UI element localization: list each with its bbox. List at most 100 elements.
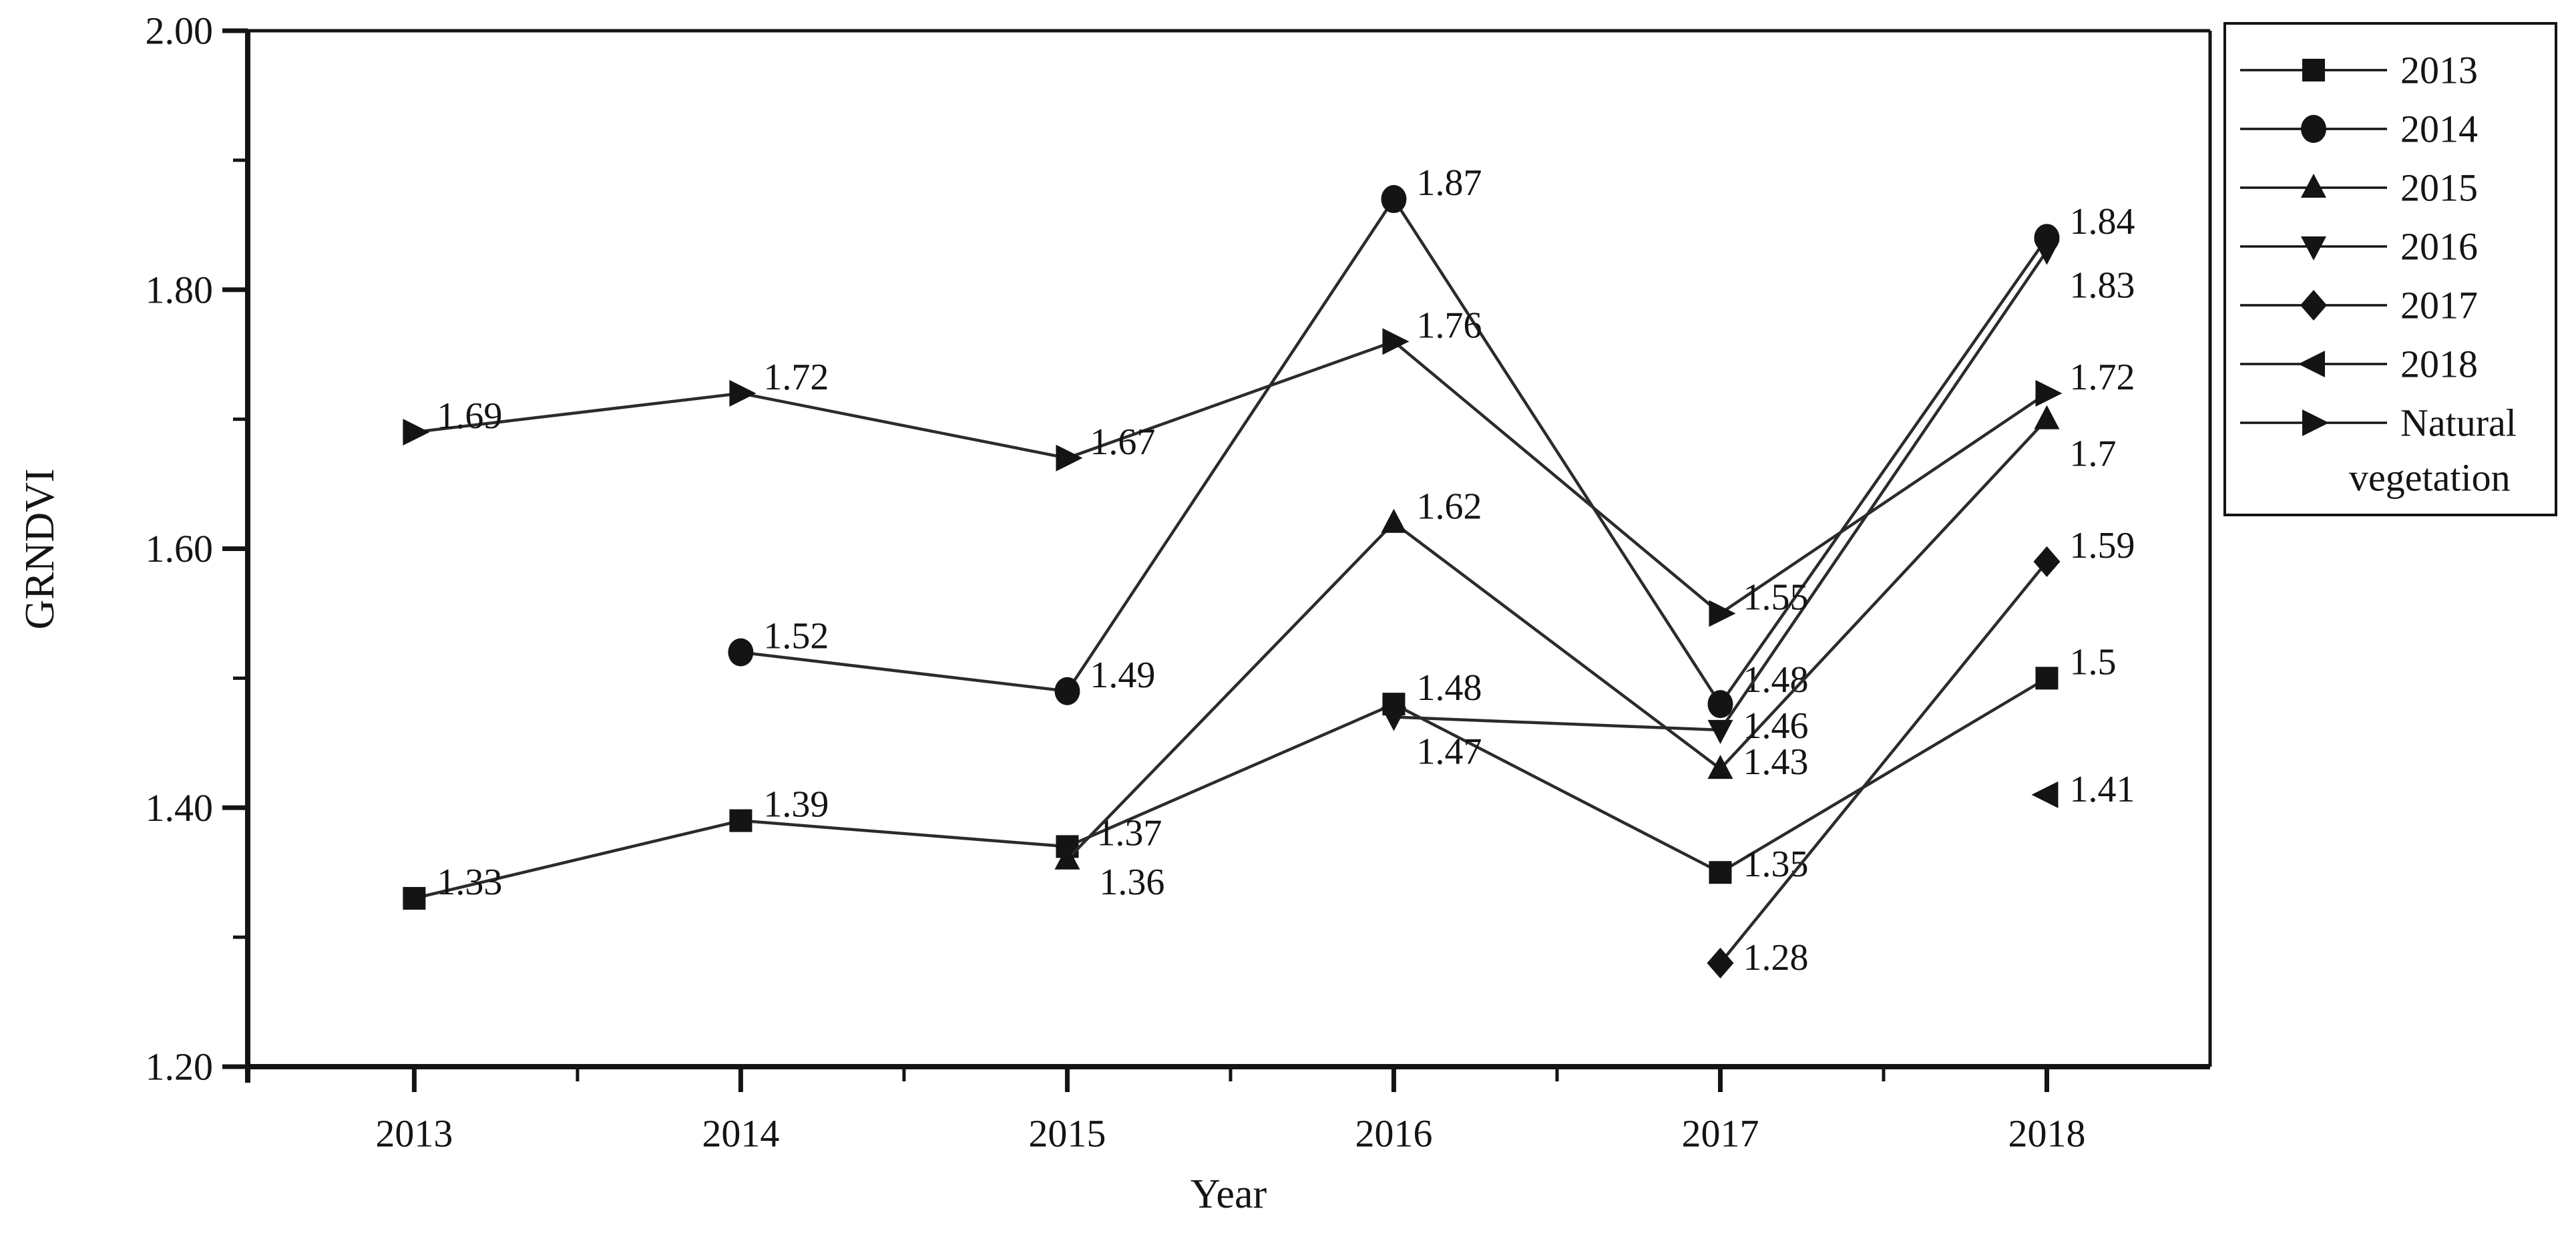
marker-triangle-right (1709, 600, 1736, 627)
series-2015: 1.36 1.62 1.43 1.7 (1054, 405, 2116, 903)
plot-area: 2.00 1.80 1.60 1.40 1.20 2013 2014 2015 2016 2017… (146, 9, 2212, 1156)
legend-label: Natural (2400, 401, 2517, 445)
legend-label: 2016 (2400, 225, 2478, 269)
point-value-label: 1.52 (763, 616, 829, 657)
marker-triangle-down (1707, 719, 1733, 744)
point-value-label: 1.33 (437, 862, 502, 903)
legend-entry-2013: 2013 (2240, 49, 2478, 92)
marker-triangle-up (1707, 755, 1733, 779)
x-axis-title: Year (1191, 1172, 1267, 1217)
point-value-label: 1.55 (1743, 576, 1808, 618)
marker-diamond (2300, 290, 2327, 321)
x-tick-label: 2016 (1355, 1112, 1432, 1156)
y-tick-label: 1.20 (146, 1045, 214, 1089)
legend-entry-2014: 2014 (2240, 108, 2478, 151)
marker-triangle-right (403, 419, 430, 446)
point-value-label: 1.48 (1416, 667, 1482, 709)
y-tick-label: 1.60 (146, 527, 214, 570)
point-value-label: 1.5 (2069, 641, 2116, 683)
x-tick-label: 2014 (702, 1112, 779, 1156)
legend-label: 2018 (2400, 343, 2478, 386)
marker-circle (1707, 690, 1733, 719)
x-tick-label: 2017 (1681, 1112, 1759, 1156)
point-value-label: 1.69 (437, 395, 502, 437)
point-value-label: 1.43 (1743, 741, 1808, 783)
point-value-label: 1.28 (1743, 937, 1808, 979)
point-value-label: 1.67 (1090, 421, 1155, 463)
marker-square (729, 809, 753, 832)
legend-entry-2018: 2018 (2240, 343, 2478, 386)
point-value-label: 1.41 (2069, 769, 2135, 810)
y-tick-label: 1.80 (146, 268, 214, 311)
y-tick-label: 1.40 (146, 786, 214, 830)
point-value-label: 1.35 (1743, 844, 1808, 885)
point-value-label: 1.46 (1743, 705, 1808, 747)
marker-triangle-right (2302, 409, 2329, 436)
legend-label: 2015 (2400, 166, 2478, 210)
series-line (413, 677, 2048, 900)
marker-square (2302, 59, 2325, 81)
point-value-label: 1.59 (2069, 525, 2135, 566)
marker-diamond (2033, 546, 2061, 577)
series-2016: 1.47 1.46 1.83 (1381, 240, 2135, 773)
legend-box: 2013 2014 2015 2016 2017 2018 Natural vegetatio… (2223, 22, 2557, 516)
point-value-label: 1.36 (1099, 862, 1164, 903)
x-tick-label: 2015 (1028, 1112, 1106, 1156)
legend-frame (2223, 22, 2557, 516)
point-value-label: 1.87 (1416, 162, 1482, 204)
legend-label: 2017 (2400, 284, 2478, 327)
marker-diamond (1707, 947, 1734, 979)
marker-triangle-right (1382, 328, 1410, 355)
marker-triangle-up (2034, 405, 2060, 429)
x-tick-label: 2013 (375, 1112, 453, 1156)
legend-entry-2016: 2016 (2240, 225, 2478, 269)
point-value-label: 1.72 (2069, 357, 2135, 398)
marker-triangle-right (2035, 379, 2063, 407)
series-line (1393, 250, 2049, 732)
x-tick-label: 2018 (2008, 1112, 2085, 1156)
marker-triangle-up (1381, 508, 1407, 533)
marker-circle (2301, 115, 2326, 143)
point-value-label: 1.84 (2069, 201, 2135, 242)
series-line (1719, 560, 2049, 964)
legend-entry-2017: 2017 (2240, 284, 2478, 327)
series-natural-vegetation: 1.69 1.72 1.67 1.76 1.55 1.72 (403, 305, 2135, 627)
series-2018: 1.41 (2031, 769, 2135, 810)
series-2013: 1.331.391.371.481.351.5 (403, 641, 2116, 910)
marker-circle (728, 638, 754, 667)
series-2014: 1.52 1.49 1.87 1.48 1.84 (728, 162, 2135, 719)
point-value-label: 1.76 (1416, 305, 1482, 346)
marker-triangle-down (2034, 240, 2060, 265)
marker-square (403, 886, 426, 910)
marker-triangle-down (1381, 707, 1407, 731)
marker-square (2035, 667, 2059, 690)
point-value-label: 1.47 (1416, 731, 1482, 773)
legend-label-line2: vegetation (2349, 456, 2511, 500)
point-value-label: 1.62 (1416, 486, 1482, 528)
point-value-label: 1.49 (1090, 655, 1155, 696)
y-axis-title: GRNDVI (17, 468, 63, 629)
marker-triangle-up (1054, 845, 1080, 870)
series-line (1066, 418, 2049, 861)
point-value-label: 1.72 (763, 357, 829, 398)
point-value-label: 1.39 (763, 784, 829, 826)
marker-triangle-up (2301, 174, 2326, 198)
legend-label: 2014 (2400, 108, 2478, 151)
series-line (414, 339, 2048, 616)
point-value-label: 1.83 (2069, 265, 2135, 307)
marker-square (1709, 861, 1732, 884)
marker-triangle-left (2031, 781, 2059, 808)
marker-triangle-down (2301, 236, 2326, 260)
marker-triangle-left (2298, 351, 2325, 377)
legend-entry-natural-vegetation: Natural vegetation (2240, 401, 2517, 500)
marker-triangle-right (729, 379, 757, 407)
point-value-label: 1.7 (2069, 433, 2116, 475)
marker-triangle-right (1056, 444, 1083, 472)
y-tick-label: 2.00 (146, 9, 214, 53)
series-2017: 1.28 1.59 (1707, 525, 2135, 979)
legend-label: 2013 (2400, 49, 2478, 92)
legend-entry-2015: 2015 (2240, 166, 2478, 210)
marker-circle (1054, 677, 1080, 705)
